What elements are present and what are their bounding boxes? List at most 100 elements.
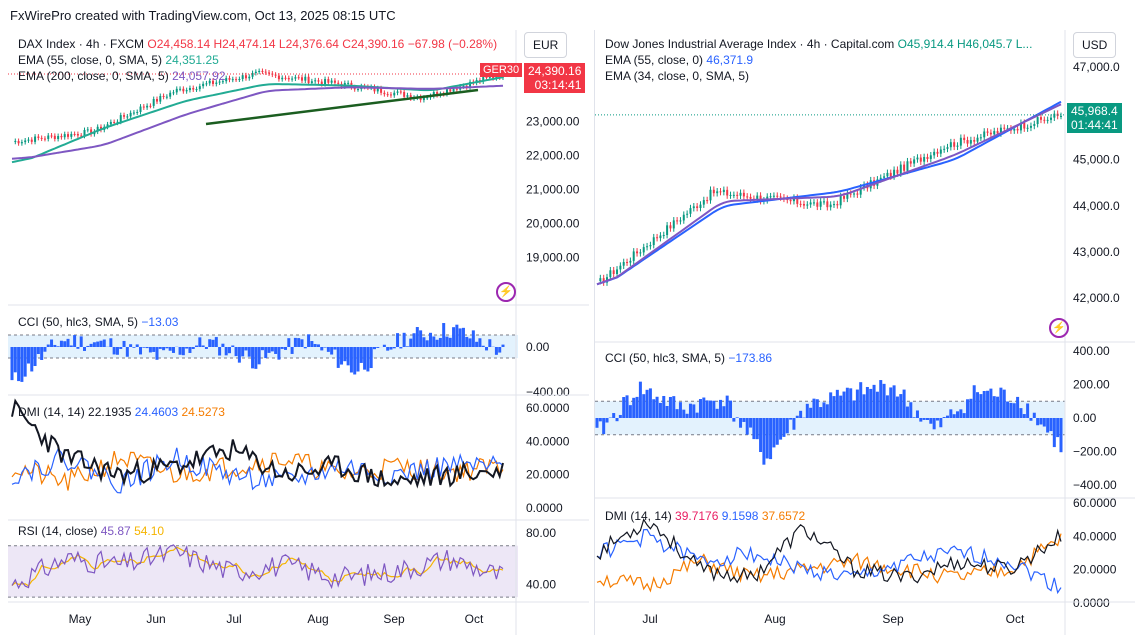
dax-cci-bar <box>270 347 274 352</box>
dow-cci-bar <box>732 418 736 422</box>
dow-candle-body <box>659 235 662 239</box>
dax-candle-body <box>482 77 485 82</box>
dax-cci-bar <box>96 341 100 347</box>
dax-cci-bar <box>297 338 301 347</box>
dax-currency-button[interactable]: EUR <box>524 32 568 58</box>
dow-candle-body <box>943 148 946 150</box>
dax-cci-bar <box>132 347 136 348</box>
dow-cci-bar <box>842 391 846 418</box>
dax-candle-body <box>90 129 93 135</box>
dax-chart-panel[interactable]: 23,000.00 22,000.00 21,000.00 20,000.00 19,0… <box>8 30 589 635</box>
dax-candle-body <box>455 88 458 90</box>
dow-dmi-label: DMI (14, 14) <box>605 509 672 523</box>
dow-chart-panel[interactable]: 47,000.046,000.045,000.044,000.043,000.0… <box>594 30 1135 635</box>
dow-candle-body <box>899 164 902 174</box>
dow-cci-bar <box>862 394 866 418</box>
dow-cci-bar <box>722 406 726 418</box>
dax-candle-body <box>53 135 56 139</box>
dax-chart-canvas[interactable]: 23,000.00 22,000.00 21,000.00 20,000.00 19,0… <box>8 30 589 635</box>
dow-candle-body <box>622 262 625 266</box>
dax-ema-line-2 <box>11 84 504 160</box>
dax-cci-bar <box>152 347 156 352</box>
dow-candle-body <box>886 172 889 177</box>
dax-cci-bar <box>109 338 113 347</box>
dax-cci-bar <box>56 346 60 347</box>
dow-cci-bar <box>889 387 893 418</box>
dax-cci-bar <box>290 347 294 354</box>
dax-candle-body <box>317 80 320 82</box>
dax-candle-body <box>274 74 277 76</box>
dow-candle-body <box>632 251 635 261</box>
dow-cci-bar <box>642 394 646 418</box>
dow-cci-bar <box>638 381 642 418</box>
dow-candle-body <box>746 196 749 198</box>
dax-time-tick-label: Aug <box>307 612 328 626</box>
dax-cci-bar <box>191 347 195 349</box>
dow-candle-body <box>822 201 825 203</box>
dow-cci-bar <box>678 402 682 418</box>
dax-cci-bar <box>158 347 162 349</box>
dow-ema-line-2 <box>596 103 1062 286</box>
dax-candle-body <box>254 71 257 74</box>
dow-cci-bar <box>835 389 839 418</box>
dow-cci-bar <box>725 395 729 418</box>
tradingview-logo-icon[interactable]: ⚡ <box>496 282 516 302</box>
dax-cci-bar <box>142 347 146 348</box>
dax-cci-bar <box>59 340 63 347</box>
dax-cci-bar <box>303 347 307 349</box>
dax-candle-body <box>277 75 280 80</box>
dax-dmi-label: DMI (14, 14) <box>18 405 85 419</box>
dax-cci-bar <box>392 347 396 349</box>
dax-dmi-tick-label: 0.0000 <box>526 501 563 515</box>
dax-cci-bar <box>251 347 255 369</box>
dow-candle-body <box>1060 115 1062 117</box>
dow-dmi-adx: 39.7176 <box>675 509 719 523</box>
dax-cci-bar <box>53 344 57 347</box>
dow-candle-body <box>856 193 859 195</box>
dax-cci-bar <box>89 343 93 347</box>
dow-candle-body <box>769 196 772 198</box>
dax-cci-bar <box>366 347 370 372</box>
dow-cci-bar <box>815 399 819 418</box>
dow-candle-body <box>629 260 632 263</box>
dow-dmi-minus: 37.6572 <box>761 509 806 523</box>
dax-price-tick-label: 23,000.00 <box>526 114 580 128</box>
dax-cci-bar <box>336 347 340 368</box>
dow-cci-bar <box>865 386 869 418</box>
dax-cci-bar <box>438 337 442 347</box>
dax-candle-body <box>307 76 310 84</box>
dax-candle-body <box>485 77 488 79</box>
dax-cci-bar <box>112 347 116 355</box>
dow-candle-body <box>839 196 842 206</box>
dax-candle-body <box>14 140 17 142</box>
dax-cci-bar <box>36 347 40 354</box>
dax-candle-body <box>60 135 63 138</box>
dow-cci-bar <box>772 418 776 448</box>
tradingview-logo-icon[interactable]: ⚡ <box>1049 318 1069 338</box>
dow-cci-bar <box>769 418 773 460</box>
dax-dmi-minus: 24.5273 <box>181 405 225 419</box>
dax-candle-body <box>235 79 238 81</box>
dow-candle-body <box>889 172 892 177</box>
dow-candle-body <box>719 191 722 193</box>
dax-cci-bar <box>168 347 172 351</box>
dax-rsi-value: 45.87 <box>100 524 131 538</box>
dax-cci-tick-label: −400.00 <box>526 385 570 399</box>
dow-candle-body <box>929 155 932 159</box>
dow-cci-bar <box>1012 403 1016 418</box>
dow-candle-body <box>946 147 949 149</box>
dow-cci-bar <box>946 415 950 418</box>
dow-candle-body <box>1026 127 1029 129</box>
dow-candle-body <box>672 220 675 229</box>
dow-candle-body <box>949 142 952 148</box>
dow-currency-button[interactable]: USD <box>1073 32 1117 58</box>
dax-candle-body <box>310 81 313 84</box>
dow-price-tag-value: 45,968.4 <box>1071 104 1118 118</box>
dax-candle-body <box>221 81 224 83</box>
dow-cci-bar <box>648 388 652 418</box>
dax-cci-bar <box>448 337 452 347</box>
dow-cci-bar <box>899 394 903 418</box>
dow-chart-canvas[interactable]: 47,000.046,000.045,000.044,000.043,000.0… <box>595 30 1135 635</box>
dax-cci-bar <box>69 345 73 347</box>
dax-candle-body <box>155 99 158 102</box>
